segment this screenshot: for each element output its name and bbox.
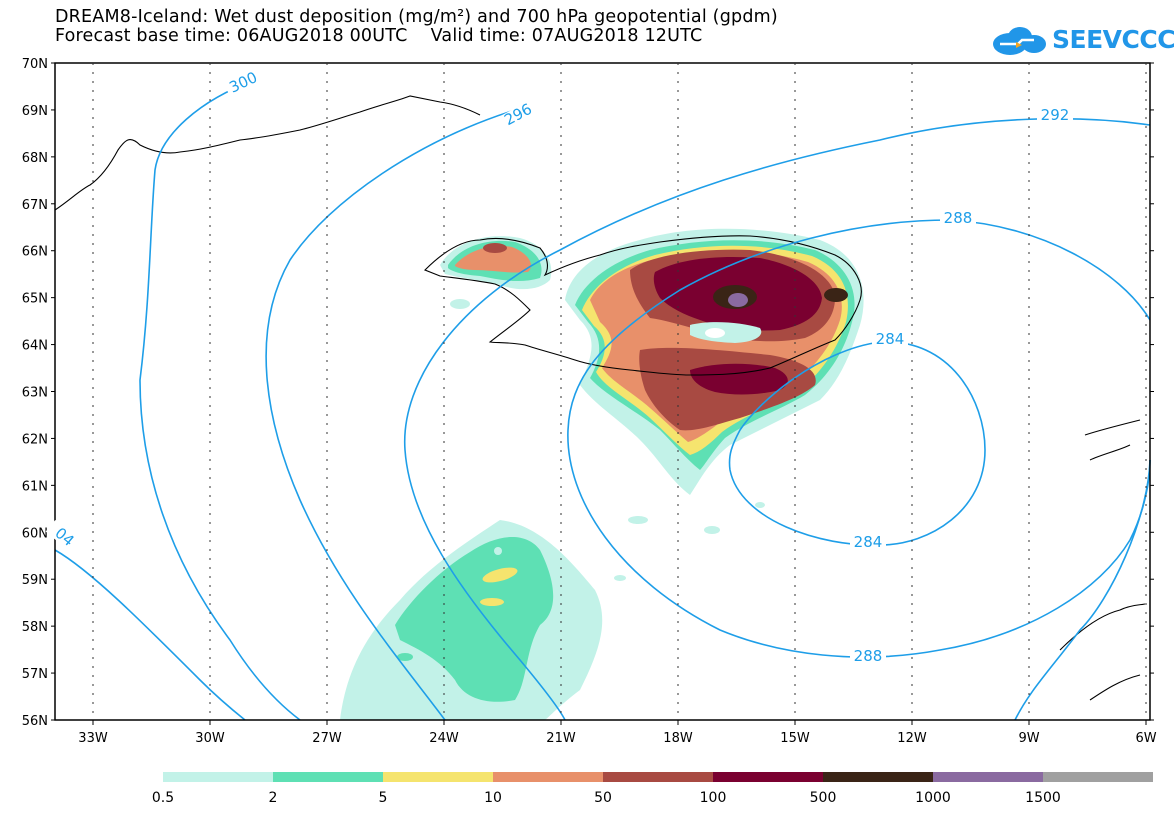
patch-1 <box>628 516 648 524</box>
contour-label-bg <box>850 535 886 550</box>
contour-304 <box>54 549 246 721</box>
contour-label-bg <box>224 68 264 98</box>
lon-label: 33W <box>78 731 108 746</box>
lat-label: 67N <box>22 198 48 213</box>
map-subtitle: Forecast base time: 06AUG2018 00UTC Vali… <box>55 26 703 46</box>
lon-label: 15W <box>780 731 810 746</box>
lat-label: 58N <box>22 620 48 635</box>
legend-swatch <box>823 772 933 782</box>
westfjords-orange <box>455 245 532 273</box>
contour-label-bg <box>45 520 83 555</box>
lon-label: 6W <box>1135 731 1156 746</box>
geopotential-contours <box>54 79 1151 721</box>
logo-text: SEEVCCC <box>1052 25 1175 54</box>
lat-label: 65N <box>22 292 48 307</box>
patch-2 <box>704 526 720 534</box>
contour-296 <box>265 109 516 721</box>
iceland-coast <box>424 235 862 376</box>
lat-label: 61N <box>22 479 48 494</box>
legend-label: 2 <box>269 790 278 806</box>
lat-label: 60N <box>22 526 48 541</box>
map-title: DREAM8-Iceland: Wet dust deposition (mg/… <box>55 7 778 27</box>
lat-label: 69N <box>22 104 48 119</box>
contour-288-south <box>1014 459 1151 721</box>
lon-label: 21W <box>546 731 576 746</box>
iceland-purple-core <box>728 293 748 307</box>
lat-label: 57N <box>22 667 48 682</box>
legend-swatch <box>1043 772 1153 782</box>
legend-swatch <box>713 772 823 782</box>
plume-south-yellow-2 <box>480 598 504 606</box>
plume-south-yellow-1 <box>482 567 518 583</box>
color-legend: 0.5 2 5 10 50 100 500 1000 1500 <box>152 772 1153 806</box>
lat-label: 64N <box>22 339 48 354</box>
lat-label: 68N <box>22 151 48 166</box>
patch-4 <box>755 502 765 508</box>
coastlines <box>54 95 1146 701</box>
contour-label-bg <box>872 332 908 347</box>
iceland-dark-east <box>824 288 848 302</box>
lat-label: 62N <box>22 432 48 447</box>
legend-swatch <box>383 772 493 782</box>
contour-label-bg <box>850 649 886 664</box>
iceland-clear-band <box>690 322 762 343</box>
legend-label: 1500 <box>1025 790 1061 806</box>
contour-292 <box>403 117 1151 721</box>
seevccc-logo <box>993 27 1046 55</box>
contour-label: 288 <box>944 209 973 227</box>
contour-284 <box>728 341 986 546</box>
contour-label-bg <box>1037 108 1073 123</box>
contour-label: 292 <box>1041 106 1070 124</box>
lon-label: 18W <box>663 731 693 746</box>
lat-label: 63N <box>22 386 48 401</box>
lon-label: 9W <box>1018 731 1039 746</box>
iceland-clear-spot <box>705 328 725 338</box>
legend-label: 10 <box>484 790 502 806</box>
cloud-icon <box>993 27 1046 55</box>
plume-south-dot <box>494 547 502 555</box>
latitude-labels: 70N 69N 68N 67N 66N 65N 64N 63N 62N 61N 60N 59N 58N 5… <box>22 57 48 729</box>
legend-swatch <box>163 772 273 782</box>
legend-label: 5 <box>379 790 388 806</box>
legend-swatch <box>603 772 713 782</box>
lat-label: 56N <box>22 714 48 729</box>
axis-ticks <box>51 62 1154 725</box>
legend-label: 50 <box>594 790 612 806</box>
patch-3 <box>614 575 626 581</box>
west-coast-patch <box>450 299 470 309</box>
greenland-coast <box>54 95 481 211</box>
legend-label: 500 <box>810 790 837 806</box>
legend-label: 1000 <box>915 790 951 806</box>
plume-south-green <box>395 537 554 702</box>
lat-label: 59N <box>22 573 48 588</box>
contour-300 <box>139 79 301 721</box>
lat-label: 66N <box>22 245 48 260</box>
lat-label: 70N <box>22 57 48 72</box>
lon-label: 27W <box>312 731 342 746</box>
contour-label: 284 <box>854 533 883 551</box>
westfjords-red <box>483 243 507 253</box>
lon-label: 24W <box>429 731 459 746</box>
legend-label: 100 <box>700 790 727 806</box>
lon-label: 30W <box>195 731 225 746</box>
plume-south-patch <box>397 653 413 661</box>
graticule <box>92 63 1147 720</box>
iceland-maroon-south <box>690 363 788 395</box>
contour-label-bg <box>940 211 976 226</box>
contour-288-north <box>567 219 1151 658</box>
legend-swatch <box>273 772 383 782</box>
contour-label: 284 <box>876 330 905 348</box>
longitude-labels: 33W 30W 27W 24W 21W 18W 15W 12W 9W 6W <box>78 731 1156 746</box>
dust-deposition-field <box>340 228 864 720</box>
legend-swatch <box>933 772 1043 782</box>
contour-label-bg <box>498 99 538 130</box>
legend-swatch <box>493 772 603 782</box>
lon-label: 12W <box>897 731 927 746</box>
norway-coast <box>1059 419 1146 701</box>
legend-label: 0.5 <box>152 790 174 806</box>
contour-label: 288 <box>854 647 883 665</box>
